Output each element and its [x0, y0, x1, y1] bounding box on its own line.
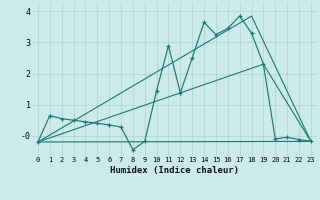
X-axis label: Humidex (Indice chaleur): Humidex (Indice chaleur) [110, 166, 239, 175]
